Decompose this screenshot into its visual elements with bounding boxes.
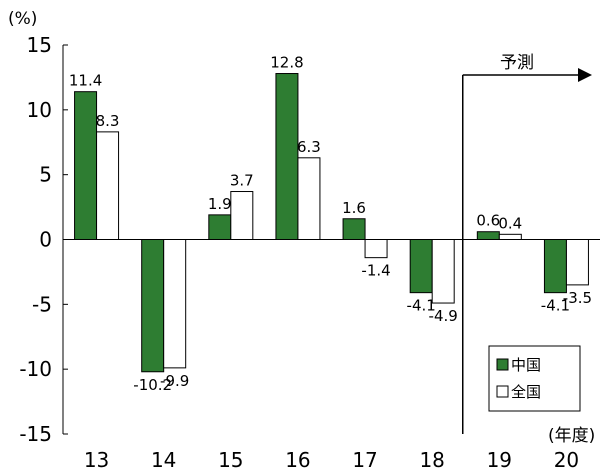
bar-chugoku-16 (275, 73, 299, 240)
bar-zenkoku-19 (498, 233, 522, 241)
y-tick-label: 0 (39, 228, 52, 252)
legend-label-chugoku: 中国 (511, 356, 541, 374)
x-category-label: 20 (554, 448, 579, 471)
legend-box (488, 345, 581, 412)
bar-chugoku-13 (74, 91, 98, 241)
bar-zenkoku-18 (431, 239, 455, 304)
legend-swatch-chugoku (496, 358, 509, 371)
bar-zenkoku-17 (364, 239, 388, 259)
data-labels: 11.4 8.3 -10.2-9.9 1.9 3.7 12.8 6.3 1.6 -1.4 -4.1… (69, 54, 592, 394)
x-axis-categories: 13 14 15 16 17 18 19 20 (84, 448, 579, 471)
bar-chugoku-14 (141, 239, 165, 373)
data-label: 11.4 (69, 72, 102, 90)
data-label: 0.4 (498, 214, 522, 232)
bar-zenkoku-14 (163, 239, 187, 369)
y-tick-label: -5 (32, 292, 52, 316)
data-label: 12.8 (270, 54, 303, 72)
x-category-label: 17 (352, 448, 377, 471)
bar-zenkoku-15 (230, 191, 254, 240)
legend-swatch-zenkoku (496, 385, 509, 398)
data-label: 3.7 (230, 172, 254, 190)
bars (74, 73, 589, 373)
x-category-label: 16 (285, 448, 310, 471)
bar-zenkoku-16 (297, 157, 321, 240)
bar-zenkoku-13 (96, 131, 120, 240)
data-label: -1.4 (361, 262, 390, 280)
y-tick-label: 10 (27, 98, 52, 122)
y-tick-label: 15 (27, 33, 52, 57)
bar-chugoku-18 (409, 239, 433, 294)
y-tick-label: 5 (39, 163, 52, 187)
x-category-label: 15 (218, 448, 243, 471)
x-category-label: 19 (487, 448, 512, 471)
x-category-label: 14 (151, 448, 176, 471)
legend: 中国 全国 (488, 345, 581, 412)
data-label: 0.6 (476, 212, 500, 230)
bar-chugoku-17 (342, 218, 366, 240)
data-label: 1.9 (208, 195, 232, 213)
forecast-marker: 予測 (462, 53, 592, 434)
x-axis-unit: (年度) (548, 426, 595, 446)
data-label: 8.3 (96, 112, 120, 130)
axes (62, 45, 600, 434)
data-label: 1.6 (342, 199, 366, 217)
data-label: 6.3 (297, 138, 321, 156)
x-category-label: 13 (84, 448, 109, 471)
data-label: -9.9 (160, 372, 189, 390)
y-tick-label: -10 (19, 357, 52, 381)
y-axis-unit: (%) (8, 9, 37, 29)
y-tick-label: -15 (19, 422, 52, 446)
data-label: -3.5 (563, 289, 592, 307)
forecast-arrow-head (578, 68, 592, 82)
bar-chugoku-15 (208, 214, 232, 240)
y-axis-ticks: 15 10 5 0 -5 -10 -15 (19, 33, 68, 446)
bar-chugoku-19 (476, 231, 500, 241)
data-label: -4.1 (541, 297, 570, 315)
bar-chugoku-20 (543, 239, 567, 294)
x-category-label: 18 (419, 448, 444, 471)
bar-zenkoku-20 (565, 239, 589, 286)
data-label: -4.1 (407, 297, 436, 315)
legend-label-zenkoku: 全国 (511, 383, 541, 401)
forecast-label: 予測 (500, 53, 534, 73)
data-label: -10.2 (133, 376, 172, 394)
data-label: -4.9 (429, 307, 458, 325)
